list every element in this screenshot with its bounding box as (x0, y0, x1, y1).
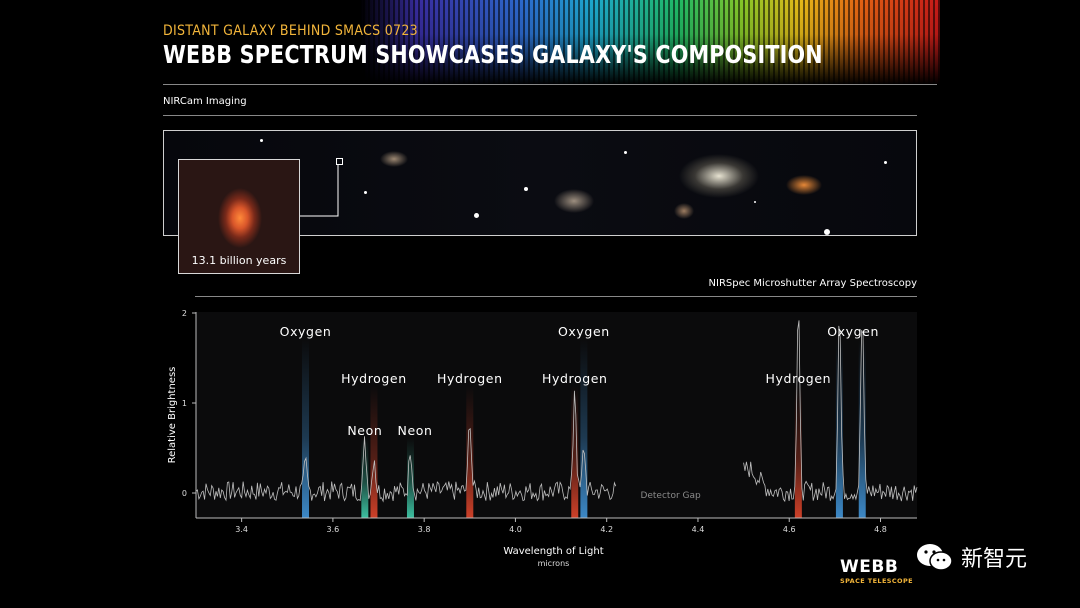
nirspec-section-label: NIRSpec Microshutter Array Spectroscopy (708, 278, 917, 289)
y-tick-label: 2 (182, 309, 187, 318)
x-tick-label: 3.6 (327, 525, 340, 534)
callout-connector (300, 164, 339, 217)
emission-band-oxygen (580, 339, 588, 518)
element-label-hydrogen: Hydrogen (437, 371, 503, 386)
star (754, 201, 756, 203)
emission-band-neon (406, 438, 414, 518)
y-tick-label: 0 (182, 489, 187, 498)
emission-band-oxygen (835, 339, 843, 518)
emission-band-hydrogen (466, 385, 474, 518)
y-tick-label: 1 (182, 399, 187, 408)
x-tick-label: 4.2 (600, 525, 613, 534)
emission-band-oxygen (302, 339, 310, 518)
star (364, 191, 367, 194)
supertitle: DISTANT GALAXY BEHIND SMACS 0723 (163, 23, 418, 39)
spectrum-line (195, 390, 617, 503)
x-tick-label: 4.4 (692, 525, 705, 534)
header-divider (163, 84, 937, 85)
emission-band-oxygen (858, 339, 866, 518)
star (260, 139, 263, 142)
x-tick-label: 3.4 (235, 525, 248, 534)
x-tick-label: 4.6 (783, 525, 796, 534)
emission-band-neon (361, 438, 369, 518)
galaxy-age-label: 13.1 billion years (191, 254, 287, 267)
star (474, 213, 479, 218)
emission-band-hydrogen (794, 385, 802, 518)
galaxy-inset: 13.1 billion years (178, 159, 300, 274)
spectrum-banner (360, 0, 940, 85)
galaxy-location-marker (336, 158, 343, 165)
element-label-neon: Neon (347, 423, 382, 438)
element-label-oxygen: Oxygen (827, 324, 879, 339)
spectrum-line (743, 320, 918, 503)
webb-logo: WEBB SPACE TELESCOPE (840, 557, 913, 585)
page-title: WEBB SPECTRUM SHOWCASES GALAXY'S COMPOSI… (163, 40, 823, 69)
x-tick-label: 4.0 (509, 525, 522, 534)
emission-band-hydrogen (571, 385, 579, 518)
star (824, 229, 830, 235)
wechat-icon (915, 542, 953, 572)
nircam-section-label: NIRCam Imaging (163, 96, 247, 107)
x-axis-unit: microns (538, 559, 570, 568)
x-axis-label: Wavelength of Light (503, 546, 603, 557)
y-axis-label: Relative Brightness (167, 367, 178, 464)
watermark-text: 新智元 (961, 547, 1028, 572)
star (884, 161, 887, 164)
element-label-oxygen: Oxygen (280, 324, 332, 339)
logo-name: WEBB (840, 557, 899, 577)
logo-subtitle: SPACE TELESCOPE (840, 577, 913, 585)
detector-gap-label: Detector Gap (640, 491, 701, 501)
watermark: 新智元 (915, 541, 1027, 573)
star (624, 151, 627, 154)
element-label-neon: Neon (398, 423, 433, 438)
nirspec-divider (195, 296, 917, 297)
x-tick-label: 3.8 (418, 525, 431, 534)
element-label-hydrogen: Hydrogen (766, 371, 832, 386)
element-label-hydrogen: Hydrogen (542, 371, 608, 386)
emission-band-hydrogen (370, 385, 378, 518)
star (524, 187, 528, 191)
x-tick-label: 4.8 (874, 525, 887, 534)
element-label-hydrogen: Hydrogen (341, 371, 407, 386)
element-label-oxygen: Oxygen (558, 324, 610, 339)
nircam-divider (163, 115, 917, 116)
